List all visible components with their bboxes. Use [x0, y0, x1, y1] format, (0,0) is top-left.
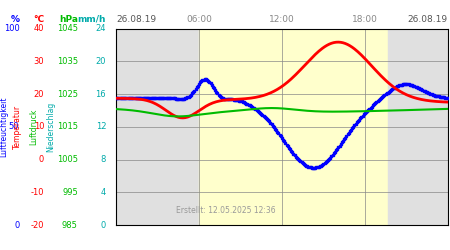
Text: 20: 20	[96, 57, 106, 66]
Text: 1005: 1005	[57, 155, 78, 164]
Text: 26.08.19: 26.08.19	[116, 15, 156, 24]
Text: 50: 50	[9, 122, 19, 131]
Text: 0: 0	[101, 220, 106, 230]
Bar	[388, 29, 448, 225]
Text: 30: 30	[33, 57, 44, 66]
Text: 10: 10	[34, 122, 44, 131]
Text: 0: 0	[39, 155, 44, 164]
Text: Niederschlag: Niederschlag	[46, 102, 55, 152]
Text: 06:00: 06:00	[186, 15, 212, 24]
Text: 4: 4	[101, 188, 106, 197]
Text: mm/h: mm/h	[78, 15, 106, 24]
Text: 100: 100	[4, 24, 19, 33]
Text: 1025: 1025	[57, 90, 78, 99]
Text: %: %	[10, 15, 19, 24]
Text: °C: °C	[33, 15, 44, 24]
Text: 40: 40	[34, 24, 44, 33]
Bar	[199, 29, 388, 225]
Text: -20: -20	[31, 220, 44, 230]
Text: hPa: hPa	[59, 15, 78, 24]
Text: 8: 8	[101, 155, 106, 164]
Text: 1035: 1035	[57, 57, 78, 66]
Text: 16: 16	[95, 90, 106, 99]
Text: 20: 20	[34, 90, 44, 99]
Text: -10: -10	[31, 188, 44, 197]
Text: Luftfeuchtigkeit: Luftfeuchtigkeit	[0, 96, 8, 157]
Text: Erstellt: 12.05.2025 12:36: Erstellt: 12.05.2025 12:36	[176, 206, 275, 215]
Text: 12:00: 12:00	[269, 15, 295, 24]
Text: 12: 12	[96, 122, 106, 131]
Text: Luftdruck: Luftdruck	[29, 109, 38, 145]
Text: Temperatur: Temperatur	[13, 105, 22, 149]
Text: 995: 995	[62, 188, 78, 197]
Bar	[116, 29, 199, 225]
Text: 985: 985	[62, 220, 78, 230]
Text: 1045: 1045	[57, 24, 78, 33]
Text: 18:00: 18:00	[352, 15, 378, 24]
Text: 24: 24	[96, 24, 106, 33]
Text: 0: 0	[14, 220, 19, 230]
Text: 1015: 1015	[57, 122, 78, 131]
Text: 26.08.19: 26.08.19	[408, 15, 448, 24]
